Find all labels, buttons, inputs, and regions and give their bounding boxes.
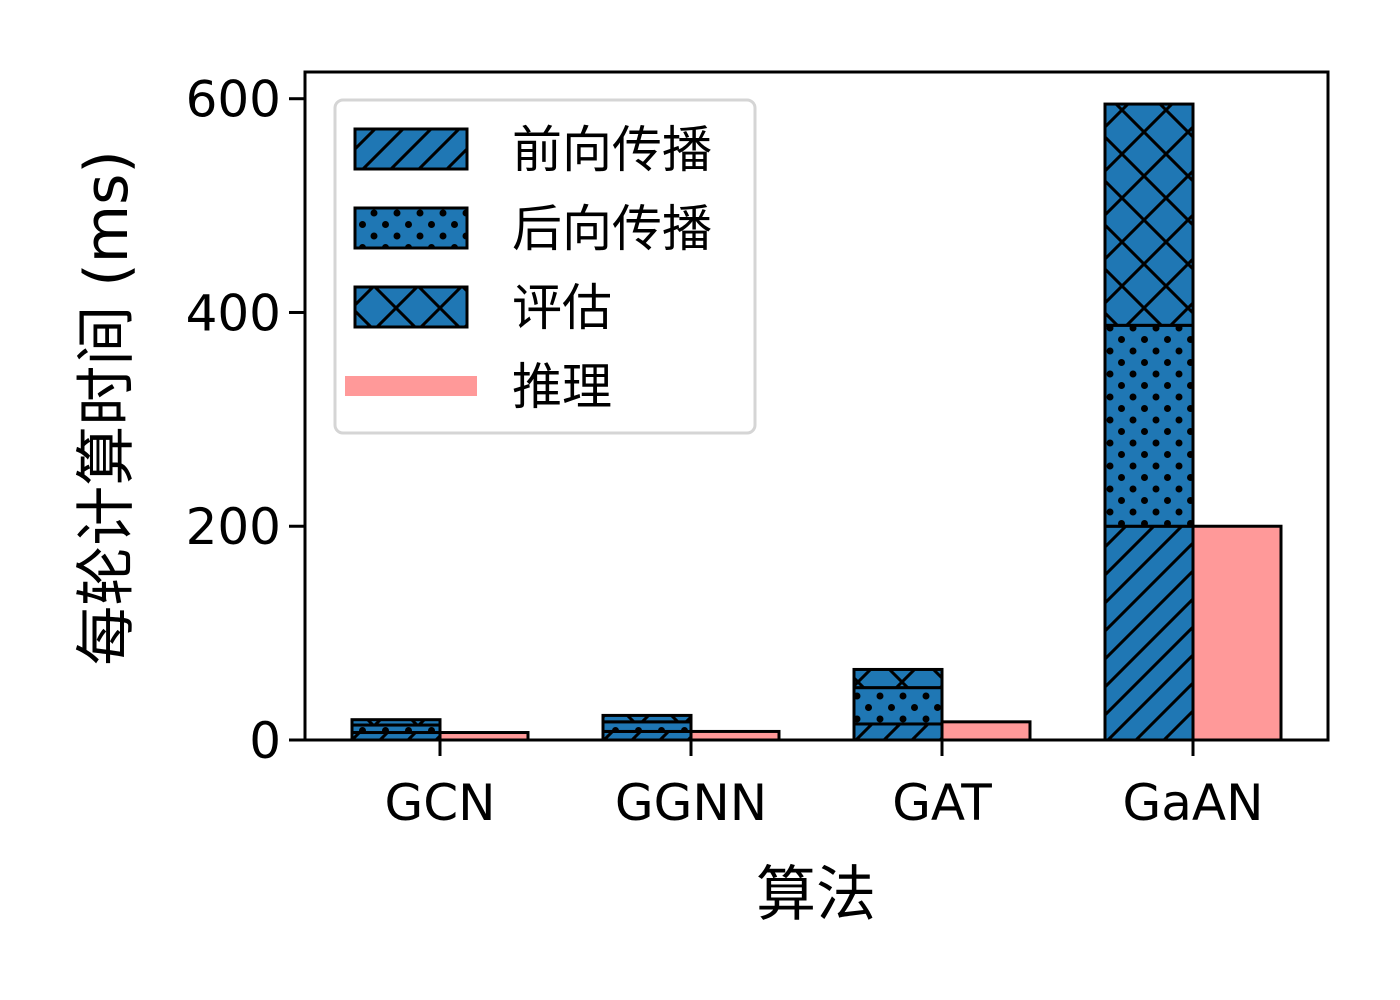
y-tick-label-0: 0 <box>249 712 281 770</box>
legend-swatch-1 <box>353 206 469 250</box>
bar-ggnn-stack-2 <box>601 713 693 724</box>
bar-gat-stack-1 <box>852 686 944 726</box>
y-tick-label-600: 600 <box>186 71 281 129</box>
y-axis: 0 200 400 600 <box>186 71 305 770</box>
legend-label-0: 前向传播 <box>512 121 712 179</box>
x-axis: GCN GGNN GAT GaAN <box>384 740 1264 832</box>
x-tick-label-gat: GAT <box>892 774 992 832</box>
x-axis-label: 算法 <box>756 860 876 930</box>
bar-gaan-stack-2 <box>1103 102 1195 327</box>
legend-swatch-3 <box>345 376 477 396</box>
legend-label-3: 推理 <box>512 358 612 416</box>
bar-gaan-side-0 <box>1191 524 1283 742</box>
plot-area <box>303 70 1330 742</box>
bar-gaan-stack-0 <box>1103 524 1195 742</box>
legend-swatch-2 <box>353 285 469 329</box>
x-tick-label-gaan: GaAN <box>1123 774 1264 832</box>
bar-gaan-stack-1 <box>1103 323 1195 528</box>
bar-gat-stack-2 <box>852 667 944 690</box>
x-tick-label-gcn: GCN <box>384 774 495 832</box>
legend-frame <box>333 98 757 435</box>
legend-label-1: 后向传播 <box>512 200 712 258</box>
axes-frame <box>303 70 1330 742</box>
bar-gcn-stack-2 <box>350 718 442 727</box>
y-tick-label-400: 400 <box>186 284 281 342</box>
y-tick-label-200: 200 <box>186 498 281 556</box>
bar-gat-stack-0 <box>852 722 944 742</box>
y-axis-label: 每轮计算时间 (ms) <box>72 150 142 666</box>
legend-label-2: 评估 <box>512 279 612 337</box>
bar-gat-side-0 <box>940 720 1032 742</box>
legend-swatch-0 <box>353 127 469 171</box>
x-tick-label-ggnn: GGNN <box>615 774 767 832</box>
